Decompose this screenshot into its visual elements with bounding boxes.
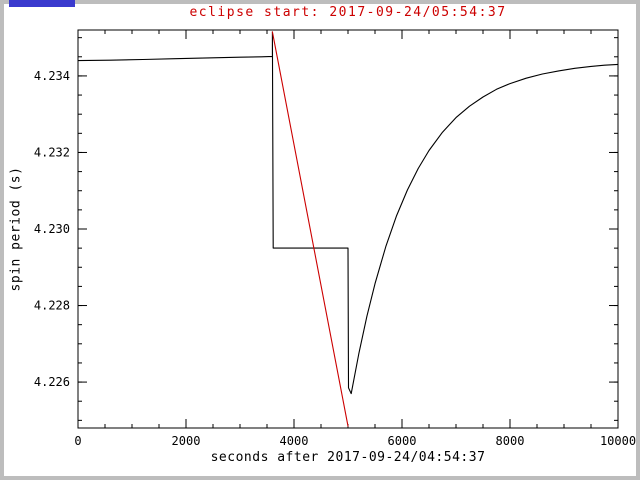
y-tick-label: 4.230 [34,222,70,236]
y-tick-label: 4.228 [34,299,70,313]
x-axis-label: seconds after 2017-09-24/04:54:37 [210,450,486,465]
x-tick-label: 6000 [388,434,417,448]
chart-title: eclipse start: 2017-09-24/05:54:37 [189,5,507,20]
y-tick-label: 4.226 [34,375,70,389]
series-eclipse-fit [271,31,349,427]
x-tick-label: 10000 [600,434,636,448]
y-tick-label: 4.232 [34,145,70,159]
series-spin-period [77,31,619,395]
y-tick-label: 4.234 [34,69,70,83]
x-tick-label: 8000 [496,434,525,448]
titlebar-fragment [9,0,75,7]
x-tick-label: 0 [74,434,81,448]
x-tick-label: 2000 [172,434,201,448]
y-axis-label: spin period (s) [8,166,24,292]
plot-surface [4,4,636,476]
plot-frame [77,29,619,429]
x-tick-label: 4000 [280,434,309,448]
